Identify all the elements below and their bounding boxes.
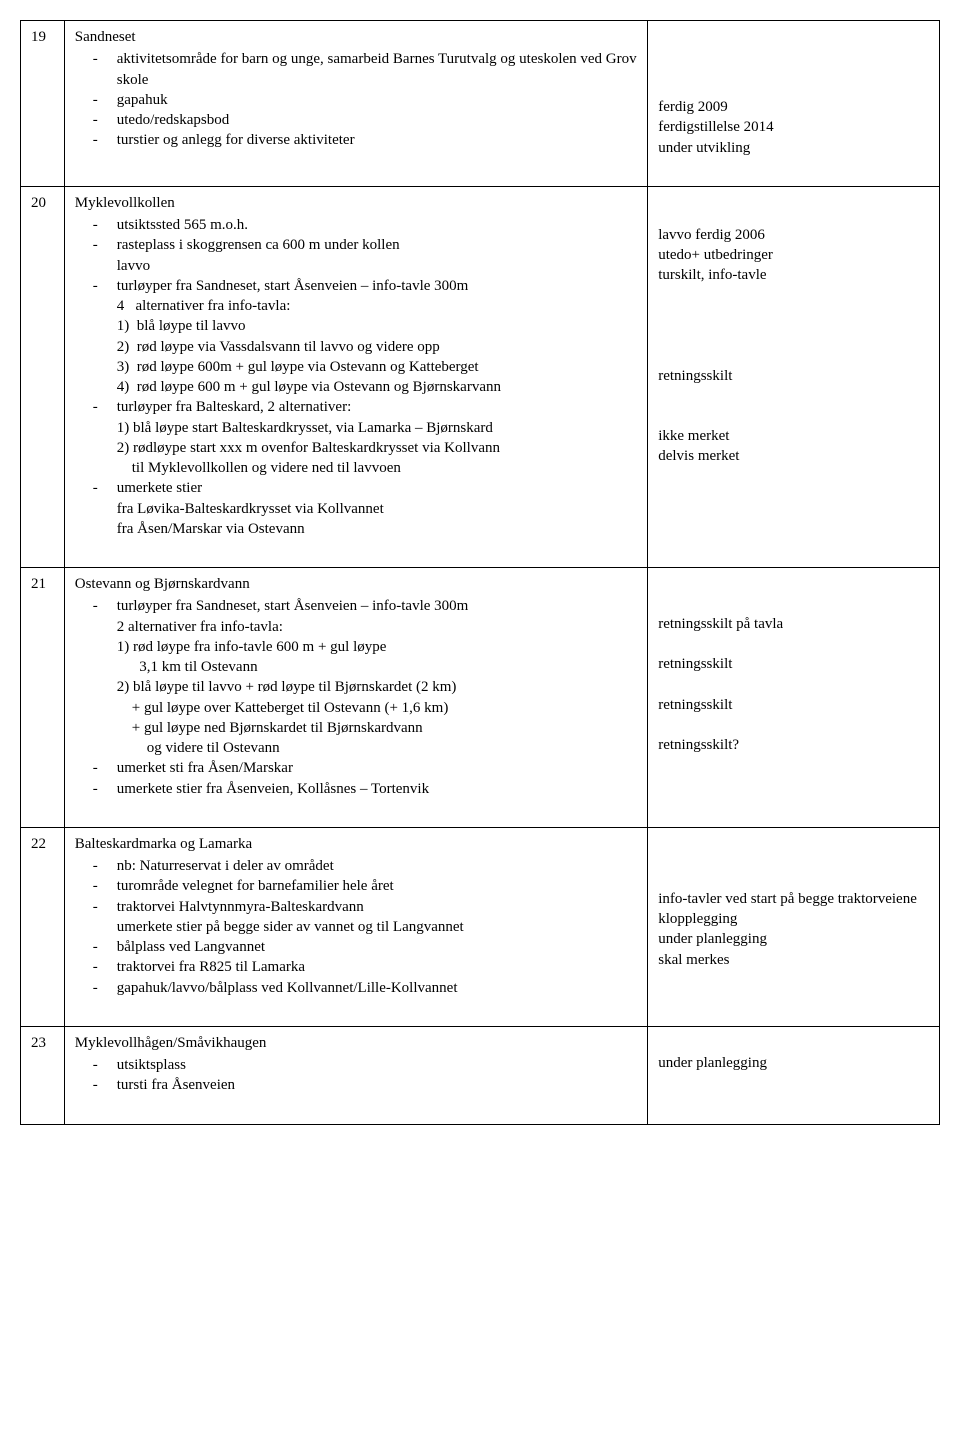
row-content: Balteskardmarka og Lamarkanb: Naturreser…: [64, 827, 647, 1026]
row-notes: lavvo ferdig 2006utedo+ utbedringertursk…: [648, 186, 940, 567]
row-number: 20: [21, 186, 65, 567]
row-title: Myklevollkollen: [75, 193, 637, 213]
row-body: turløyper fra Sandneset, start Åsenveien…: [75, 596, 637, 799]
row-title: Myklevollhågen/Småvikhaugen: [75, 1033, 637, 1053]
row-title: Sandneset: [75, 27, 637, 47]
row-content: Sandnesetaktivitetsområde for barn og un…: [64, 21, 647, 187]
row-body: utsiktssted 565 m.o.h.rasteplass i skogg…: [75, 215, 637, 539]
row-number: 22: [21, 827, 65, 1026]
row-body: aktivitetsområde for barn og unge, samar…: [75, 49, 637, 150]
table-row: 21Ostevann og Bjørnskardvannturløyper fr…: [21, 568, 940, 828]
row-title: Ostevann og Bjørnskardvann: [75, 574, 637, 594]
document-table: 19Sandnesetaktivitetsområde for barn og …: [20, 20, 940, 1125]
row-title: Balteskardmarka og Lamarka: [75, 834, 637, 854]
row-number: 21: [21, 568, 65, 828]
row-number: 23: [21, 1026, 65, 1124]
table-row: 20Myklevollkollenutsiktssted 565 m.o.h.r…: [21, 186, 940, 567]
row-number: 19: [21, 21, 65, 187]
row-notes: retningsskilt på tavlaretningsskiltretni…: [648, 568, 940, 828]
table-row: 22Balteskardmarka og Lamarkanb: Naturres…: [21, 827, 940, 1026]
row-body: utsiktsplasstursti fra Åsenveien: [75, 1055, 637, 1096]
row-content: Ostevann og Bjørnskardvannturløyper fra …: [64, 568, 647, 828]
row-notes: info-tavler ved start på begge traktorve…: [648, 827, 940, 1026]
row-notes: under planlegging: [648, 1026, 940, 1124]
row-body: nb: Naturreservat i deler av områdetturo…: [75, 856, 637, 998]
row-content: Myklevollkollenutsiktssted 565 m.o.h.ras…: [64, 186, 647, 567]
table-row: 19Sandnesetaktivitetsområde for barn og …: [21, 21, 940, 187]
table-row: 23Myklevollhågen/Småvikhaugenutsiktsplas…: [21, 1026, 940, 1124]
row-notes: ferdig 2009ferdigstillelse 2014under utv…: [648, 21, 940, 187]
row-content: Myklevollhågen/Småvikhaugenutsiktsplasst…: [64, 1026, 647, 1124]
